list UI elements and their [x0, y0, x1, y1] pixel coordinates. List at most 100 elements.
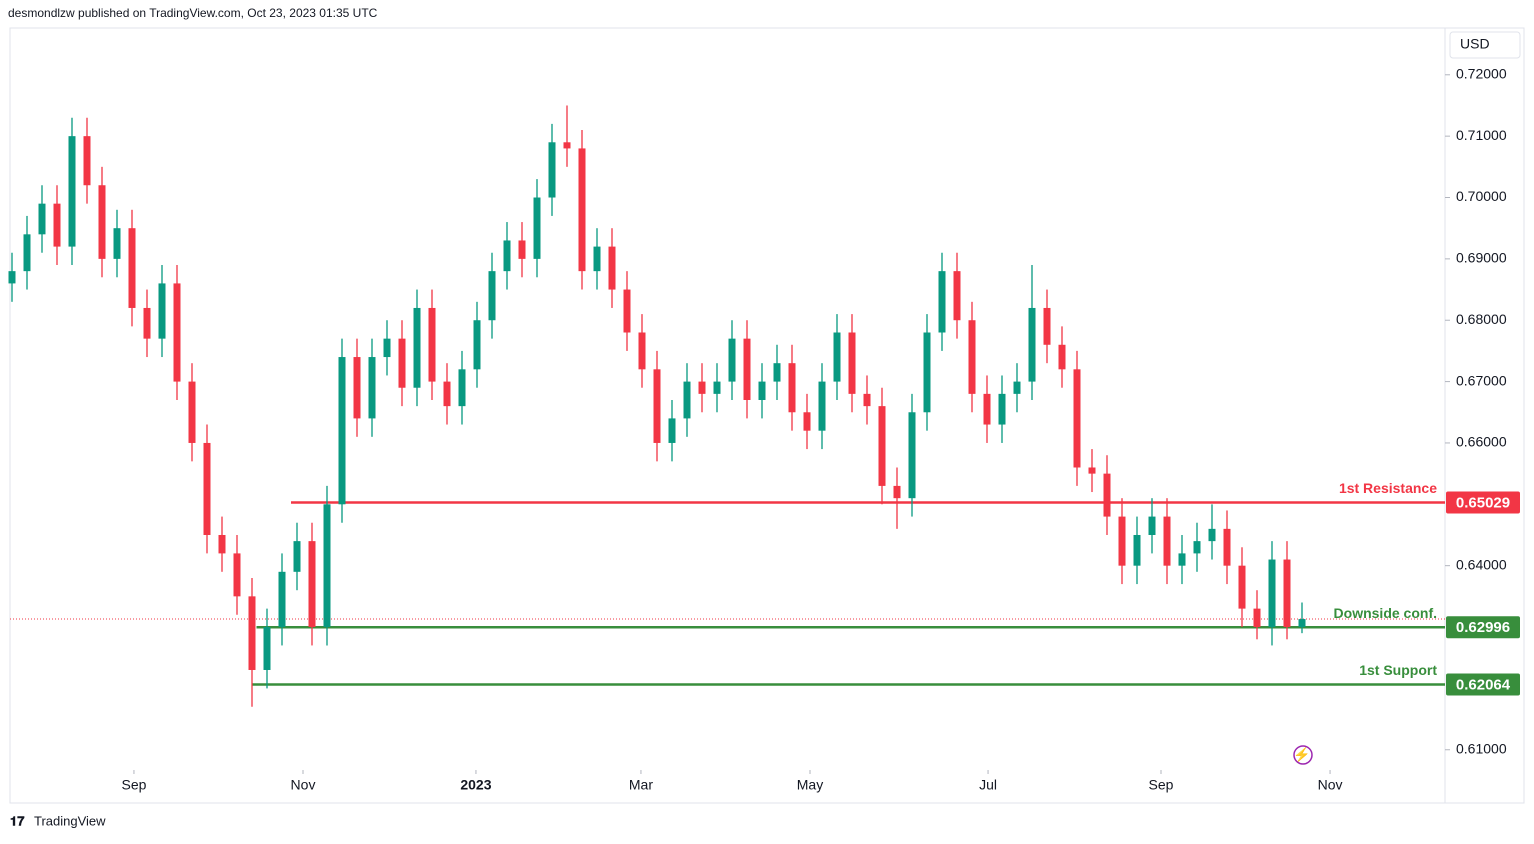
level-label: 1st Resistance [1339, 480, 1437, 496]
candle-body [1043, 307, 1051, 345]
price-tag-label: 0.65029 [1456, 495, 1510, 512]
frame [9, 27, 1525, 804]
candle-body [128, 228, 136, 308]
level-label: 1st Support [1359, 662, 1437, 678]
candle-body [413, 307, 421, 388]
candle-body [878, 406, 886, 486]
candle-body [653, 369, 661, 443]
candle-body [983, 393, 991, 425]
candle-body [578, 148, 586, 272]
candle-body [428, 307, 436, 382]
candle-body [1088, 467, 1096, 474]
x-tick-label: 2023 [460, 777, 491, 793]
candle-body [503, 240, 511, 272]
candle-body [68, 136, 76, 247]
y-tick-label: 0.71000 [1456, 127, 1507, 143]
flash-icon: ⚡ [1293, 747, 1310, 764]
candle-body [233, 553, 241, 597]
candle-body [173, 283, 181, 382]
price-tag [1446, 616, 1520, 639]
y-tick-label: 0.66000 [1456, 434, 1507, 450]
candle-body [848, 332, 856, 394]
candle-body [1013, 381, 1021, 394]
candle-body [458, 369, 466, 407]
candle-body [383, 338, 391, 358]
x-tick-label: Nov [1318, 777, 1343, 793]
y-tick-label: 0.68000 [1456, 311, 1507, 327]
candle-body [1133, 534, 1141, 566]
candle-body [593, 246, 601, 272]
candle-body [83, 136, 91, 186]
candle-body [548, 142, 556, 198]
candle-body [518, 240, 526, 259]
x-tick-label: Sep [121, 777, 146, 793]
candle-body [323, 504, 331, 628]
candle-body [1298, 619, 1306, 628]
candle-body [53, 203, 61, 247]
candle-body [1283, 559, 1291, 628]
candle-body [1238, 565, 1246, 609]
candle-body [638, 332, 646, 370]
candle-body [368, 357, 376, 419]
candle-body [1268, 559, 1276, 628]
candle-body [443, 381, 451, 407]
price-tag-label: 0.62064 [1456, 676, 1511, 693]
candle-body [338, 357, 346, 505]
candle-body [263, 627, 271, 670]
candle-body [1253, 608, 1261, 628]
currency: USD [1460, 36, 1490, 52]
candle-body [1028, 307, 1036, 382]
candle-body [143, 307, 151, 339]
candle-body [98, 185, 106, 259]
candle-body [863, 393, 871, 407]
candle-body [308, 541, 316, 628]
x-tick-label: Mar [629, 777, 653, 793]
x-tick-label: Jul [979, 777, 997, 793]
y-tick-label: 0.69000 [1456, 250, 1507, 266]
candle-body [893, 485, 901, 499]
y-tick-label: 0.61000 [1456, 740, 1507, 756]
candle-body [1178, 553, 1186, 566]
candle-body [8, 271, 16, 284]
candle-body [773, 363, 781, 382]
candle-body [23, 234, 31, 272]
candle-body [938, 271, 946, 333]
candle-body [113, 228, 121, 259]
candle-body [683, 381, 691, 419]
x-tick-label: Nov [291, 777, 316, 793]
candle-body [1058, 344, 1066, 370]
price-tag [1446, 491, 1520, 514]
price-tag-label: 0.62996 [1456, 619, 1510, 636]
candle-body [1118, 516, 1126, 566]
candle-body [908, 412, 916, 499]
candle-body [38, 203, 46, 235]
candle-body [788, 363, 796, 413]
y-tick-label: 0.70000 [1456, 188, 1507, 204]
candle-body [1073, 369, 1081, 468]
price-tag [1446, 673, 1520, 696]
candle-body [278, 571, 286, 628]
candle-body [923, 332, 931, 413]
candle-body [353, 357, 361, 419]
footer: TradingView [34, 813, 106, 828]
candle-body [623, 289, 631, 333]
candle-body [158, 283, 166, 339]
candle-body [728, 338, 736, 382]
currency-box [1449, 31, 1521, 59]
header: desmondlzw published on TradingView.com,… [8, 6, 378, 20]
candle-body [248, 596, 256, 670]
candle-body [473, 320, 481, 370]
y-tick-label: 0.72000 [1456, 65, 1507, 81]
candle-body [998, 393, 1006, 425]
candle-body [713, 381, 721, 394]
candle-body [563, 142, 571, 149]
candle-body [1193, 541, 1201, 554]
candle-body [743, 338, 751, 400]
candle-body [203, 442, 211, 535]
candle-body [953, 271, 961, 321]
flash-circle [1293, 745, 1313, 765]
candle-body [218, 534, 226, 554]
y-tick-label: 0.64000 [1456, 556, 1507, 572]
candle-body [488, 271, 496, 321]
